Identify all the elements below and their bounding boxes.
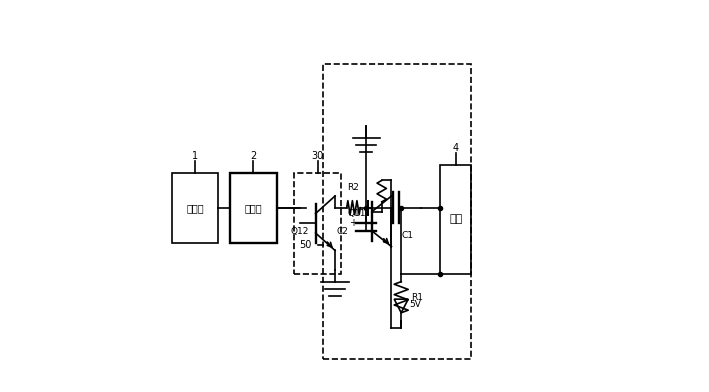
Text: +: + xyxy=(349,218,357,228)
Text: Q12: Q12 xyxy=(291,227,309,236)
Bar xyxy=(294,172,341,274)
Text: 30: 30 xyxy=(311,151,323,161)
Text: R1: R1 xyxy=(411,293,423,302)
Bar xyxy=(440,165,471,274)
Text: 微机: 微机 xyxy=(449,214,462,224)
Bar xyxy=(172,172,218,243)
Text: 1: 1 xyxy=(192,151,198,161)
Text: 继电器: 继电器 xyxy=(245,203,262,213)
Text: Q11: Q11 xyxy=(347,209,366,218)
Text: 4: 4 xyxy=(452,143,459,153)
Bar xyxy=(323,64,471,359)
Bar xyxy=(230,172,277,243)
Text: C2: C2 xyxy=(337,227,349,236)
Text: 磁控管: 磁控管 xyxy=(186,203,203,213)
Text: C1: C1 xyxy=(401,231,413,240)
Text: 50: 50 xyxy=(299,240,312,250)
Text: 5V: 5V xyxy=(410,301,422,309)
Text: R2: R2 xyxy=(347,183,359,192)
Text: 2: 2 xyxy=(250,151,257,161)
